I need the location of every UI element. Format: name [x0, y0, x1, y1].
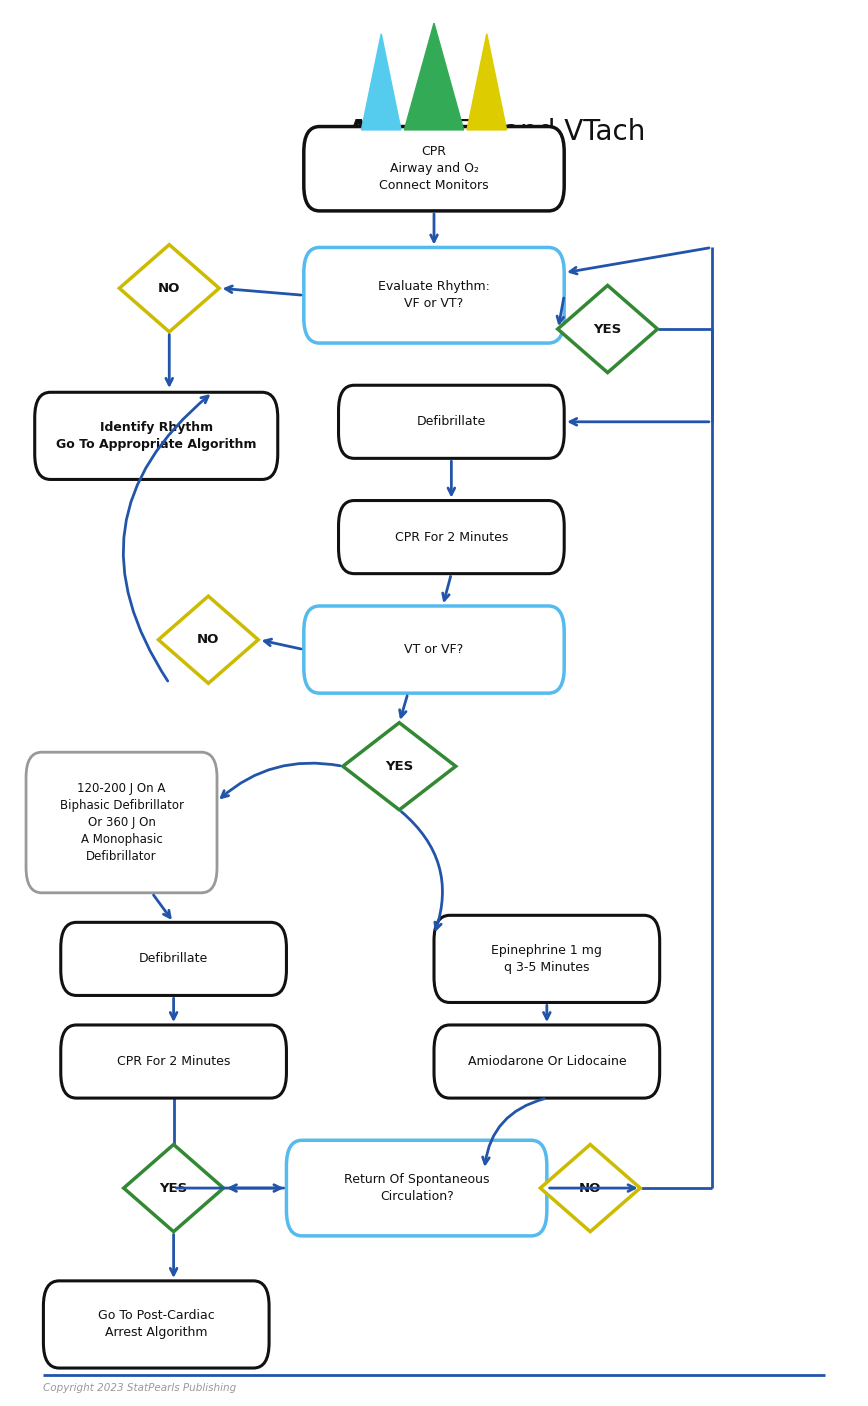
Text: Amiodarone Or Lidocaine: Amiodarone Or Lidocaine — [468, 1054, 626, 1069]
Text: YES: YES — [594, 322, 621, 336]
FancyBboxPatch shape — [339, 501, 564, 574]
Text: Defibrillate: Defibrillate — [139, 952, 208, 966]
FancyBboxPatch shape — [434, 1025, 660, 1098]
FancyBboxPatch shape — [304, 247, 564, 343]
FancyBboxPatch shape — [43, 1281, 269, 1368]
Text: Copyright 2023 StatPearls Publishing: Copyright 2023 StatPearls Publishing — [43, 1382, 237, 1393]
FancyBboxPatch shape — [304, 606, 564, 693]
FancyBboxPatch shape — [35, 392, 278, 479]
Text: 120-200 J On A
Biphasic Defibrillator
Or 360 J On
A Monophasic
Defibrillator: 120-200 J On A Biphasic Defibrillator Or… — [60, 782, 183, 863]
Text: Defibrillate: Defibrillate — [417, 415, 486, 429]
FancyBboxPatch shape — [304, 127, 564, 211]
Text: VFib and VTach: VFib and VTach — [427, 118, 646, 146]
Text: Go To Post-Cardiac
Arrest Algorithm: Go To Post-Cardiac Arrest Algorithm — [98, 1309, 214, 1340]
Text: CPR For 2 Minutes: CPR For 2 Minutes — [117, 1054, 230, 1069]
Text: Epinephrine 1 mg
q 3-5 Minutes: Epinephrine 1 mg q 3-5 Minutes — [491, 943, 602, 974]
Text: NO: NO — [197, 633, 220, 647]
Polygon shape — [124, 1144, 224, 1232]
Polygon shape — [120, 245, 219, 332]
FancyBboxPatch shape — [61, 922, 286, 995]
FancyBboxPatch shape — [26, 752, 217, 893]
Text: NO: NO — [579, 1181, 602, 1195]
Text: VT or VF?: VT or VF? — [404, 643, 464, 657]
FancyBboxPatch shape — [339, 385, 564, 458]
Polygon shape — [467, 34, 507, 129]
Text: CPR
Airway and O₂
Connect Monitors: CPR Airway and O₂ Connect Monitors — [379, 145, 489, 193]
FancyBboxPatch shape — [286, 1140, 547, 1236]
Text: CPR For 2 Minutes: CPR For 2 Minutes — [395, 530, 508, 544]
Text: YES: YES — [160, 1181, 187, 1195]
Polygon shape — [404, 22, 464, 129]
Polygon shape — [540, 1144, 641, 1232]
Text: YES: YES — [385, 759, 413, 773]
Polygon shape — [361, 34, 401, 129]
Polygon shape — [158, 596, 258, 683]
Polygon shape — [557, 285, 658, 373]
Text: Evaluate Rhythm:
VF or VT?: Evaluate Rhythm: VF or VT? — [378, 280, 490, 311]
FancyBboxPatch shape — [61, 1025, 286, 1098]
Text: Return Of Spontaneous
Circulation?: Return Of Spontaneous Circulation? — [344, 1173, 490, 1204]
Text: Identify Rhythm
Go To Appropriate Algorithm: Identify Rhythm Go To Appropriate Algori… — [56, 420, 256, 451]
Text: NO: NO — [158, 281, 181, 295]
Polygon shape — [343, 723, 456, 810]
FancyBboxPatch shape — [434, 915, 660, 1002]
Text: ACLS: ACLS — [347, 118, 427, 146]
